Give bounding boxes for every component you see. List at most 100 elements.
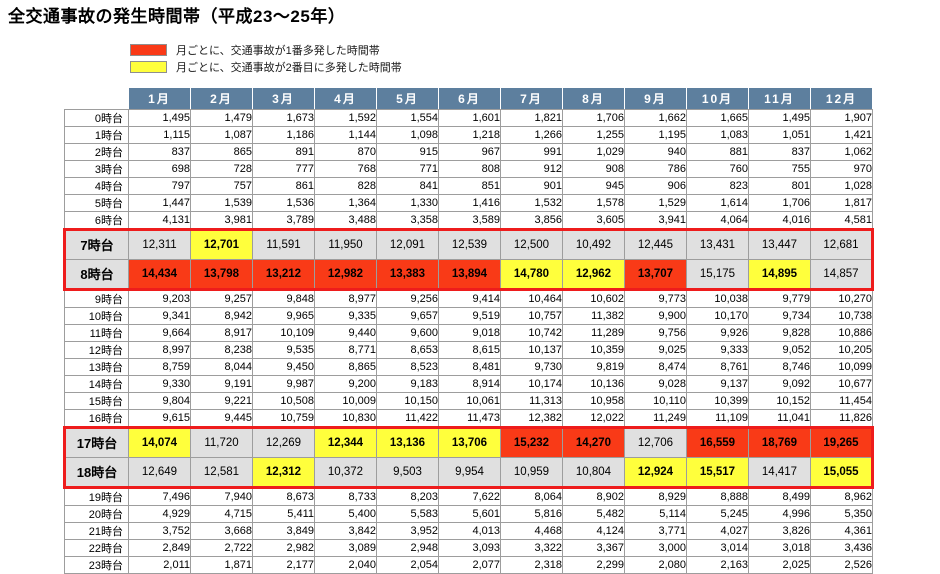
cell: 8,499 [748, 486, 811, 506]
table-row: 23時台 2,011 1,871 2,177 2,040 2,054 2,077 2,318 2… [64, 555, 873, 574]
row-label: 13時台 [64, 357, 129, 376]
cell: 1,871 [190, 555, 253, 574]
cell: 2,163 [686, 555, 749, 574]
cell: 9,503 [376, 456, 439, 489]
cell: 10,152 [748, 391, 811, 410]
cell: 9,954 [438, 456, 501, 489]
cell: 8,746 [748, 357, 811, 376]
table-row: 8時台 14,434 13,798 13,212 12,982 13,383 13,894 1… [63, 258, 874, 291]
legend-label-most: 月ごとに、交通事故が1番多発した時間帯 [176, 44, 380, 57]
month-header: 12月 [810, 88, 873, 110]
legend-label-second: 月ごとに、交通事故が2番目に多発した時間帯 [176, 61, 402, 74]
cell: 10,959 [500, 456, 563, 489]
cell: 15,232 [500, 425, 563, 458]
cell: 12,581 [190, 456, 253, 489]
cell: 3,089 [314, 538, 377, 557]
cell: 9,730 [500, 357, 563, 376]
cell: 9,600 [376, 323, 439, 342]
cell: 4,064 [686, 210, 749, 230]
cell: 10,677 [810, 374, 873, 393]
row-label: 17時台 [63, 425, 129, 458]
row-label: 2時台 [64, 142, 129, 161]
cell: 1,907 [810, 108, 873, 127]
cell: 9,926 [686, 323, 749, 342]
cell: 8,481 [438, 357, 501, 376]
cell: 13,431 [686, 227, 749, 260]
cell: 11,382 [562, 306, 625, 325]
table-row: 9時台 9,203 9,257 9,848 8,977 9,256 9,414 10,464 1… [64, 288, 873, 308]
cell: 14,895 [748, 258, 811, 291]
cell: 9,137 [686, 374, 749, 393]
cell: 837 [128, 142, 191, 161]
row-label: 10時台 [64, 306, 129, 325]
cell: 8,942 [190, 306, 253, 325]
month-header: 2月 [190, 88, 253, 110]
cell: 757 [190, 176, 253, 195]
cell: 3,488 [314, 210, 377, 230]
cell: 16,559 [686, 425, 749, 458]
cell: 3,000 [624, 538, 687, 557]
cell: 1,495 [748, 108, 811, 127]
cell: 14,857 [810, 258, 874, 291]
cell: 768 [314, 159, 377, 178]
cell: 12,022 [562, 408, 625, 428]
cell: 10,170 [686, 306, 749, 325]
cell: 12,269 [252, 425, 315, 458]
cell: 5,583 [376, 504, 439, 523]
row-label: 15時台 [64, 391, 129, 410]
cell: 851 [438, 176, 501, 195]
row-label: 3時台 [64, 159, 129, 178]
cell: 1,186 [252, 125, 315, 144]
cell: 9,965 [252, 306, 315, 325]
cell: 1,479 [190, 108, 253, 127]
cell: 4,027 [686, 521, 749, 540]
cell: 9,804 [128, 391, 191, 410]
cell: 19,265 [810, 425, 874, 458]
cell: 12,706 [624, 425, 687, 458]
cell: 1,051 [748, 125, 811, 144]
cell: 1,421 [810, 125, 873, 144]
cell: 8,523 [376, 357, 439, 376]
cell: 5,411 [252, 504, 315, 523]
cell: 967 [438, 142, 501, 161]
cell: 1,083 [686, 125, 749, 144]
table-row: 18時台 12,649 12,581 12,312 10,372 9,503 9,954 10… [63, 456, 874, 489]
cell: 9,900 [624, 306, 687, 325]
table-row: 13時台 8,759 8,044 9,450 8,865 8,523 8,481 9,730 9… [64, 357, 873, 376]
row-label: 0時台 [64, 108, 129, 127]
cell: 3,093 [438, 538, 501, 557]
cell: 10,759 [252, 408, 315, 428]
cell: 9,756 [624, 323, 687, 342]
cell: 728 [190, 159, 253, 178]
cell: 11,422 [376, 408, 439, 428]
row-label: 20時台 [64, 504, 129, 523]
cell: 11,720 [190, 425, 253, 458]
cell: 14,074 [128, 425, 191, 458]
cell: 3,589 [438, 210, 501, 230]
row-label: 6時台 [64, 210, 129, 230]
cell: 11,950 [314, 227, 377, 260]
cell: 8,238 [190, 340, 253, 359]
cell: 10,602 [562, 288, 625, 308]
cell: 9,200 [314, 374, 377, 393]
cell: 5,350 [810, 504, 873, 523]
cell: 9,779 [748, 288, 811, 308]
cell: 991 [500, 142, 563, 161]
cell: 12,500 [500, 227, 563, 260]
cell: 3,826 [748, 521, 811, 540]
table-row: 4時台 797 757 861 828 841 851 901 945 906 823 801 1,02… [64, 176, 873, 195]
table-row: 2時台 837 865 891 870 915 967 991 1,029 940 881 837 1,… [64, 142, 873, 161]
table-row: 19時台 7,496 7,940 8,673 8,733 8,203 7,622 8,064 8… [64, 486, 873, 506]
cell: 1,536 [252, 193, 315, 212]
cell: 3,752 [128, 521, 191, 540]
cell: 1,218 [438, 125, 501, 144]
cell: 797 [128, 176, 191, 195]
cell: 1,662 [624, 108, 687, 127]
month-header: 3月 [252, 88, 315, 110]
cell: 2,040 [314, 555, 377, 574]
cell: 3,771 [624, 521, 687, 540]
cell: 808 [438, 159, 501, 178]
cell: 7,496 [128, 486, 191, 506]
legend-item-most: 月ごとに、交通事故が1番多発した時間帯 [130, 42, 402, 57]
cell: 12,445 [624, 227, 687, 260]
